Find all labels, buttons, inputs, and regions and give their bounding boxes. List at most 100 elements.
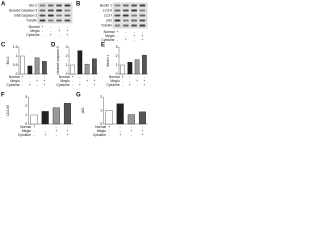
- condition-label: Normal: [9, 75, 20, 79]
- bar: [63, 103, 71, 125]
- condition-sign: -: [22, 79, 23, 83]
- bar: [138, 111, 146, 125]
- blot-band: [39, 4, 46, 7]
- condition-sign: +: [130, 129, 132, 133]
- y-tick-label: 1: [16, 54, 18, 58]
- y-tick-label: 2: [100, 95, 102, 99]
- condition-sign: +: [93, 83, 95, 87]
- condition-sign: -: [33, 133, 34, 137]
- bar: [20, 55, 25, 75]
- y-tick-label: 3: [66, 45, 68, 49]
- condition-sign: -: [42, 29, 43, 33]
- bar: [120, 64, 125, 75]
- condition-sign: +: [133, 34, 135, 38]
- blot-band: [114, 24, 121, 27]
- condition-sign: +: [22, 75, 24, 79]
- condition-sign: +: [141, 133, 143, 137]
- condition-sign: -: [79, 79, 80, 83]
- panel-letter: E: [101, 43, 105, 49]
- blot-band: [122, 4, 129, 7]
- condition-sign: -: [129, 79, 130, 83]
- condition-label: Normal: [29, 25, 40, 29]
- blot-label: total caspase-3: [14, 13, 37, 17]
- blot-band: [131, 14, 138, 17]
- blot-label: Beclin 1: [100, 3, 112, 7]
- condition-sign: -: [50, 25, 51, 29]
- condition-label: Cytokine: [93, 133, 106, 137]
- condition-sign: +: [36, 79, 38, 83]
- panel-letter: G: [76, 93, 81, 99]
- condition-sign: +: [43, 79, 45, 83]
- bar: [41, 111, 49, 125]
- condition-sign: +: [44, 133, 46, 137]
- condition-sign: +: [141, 34, 143, 38]
- blot-band: [114, 4, 121, 7]
- condition-sign: +: [108, 125, 110, 129]
- blot-band: [56, 4, 63, 7]
- condition-sign: -: [142, 30, 143, 34]
- condition-sign: +: [117, 30, 119, 34]
- blot-label: Tubulin: [26, 18, 37, 22]
- condition-sign: +: [66, 133, 68, 137]
- bar: [27, 65, 33, 75]
- blot-band: [139, 14, 146, 17]
- condition-sign: -: [120, 125, 121, 129]
- condition-sign: +: [58, 29, 60, 33]
- condition-sign: -: [59, 25, 60, 29]
- condition-label: Cytokine: [18, 133, 31, 137]
- condition-sign: +: [129, 83, 131, 87]
- blot-band: [56, 9, 63, 12]
- blot-band: [114, 9, 121, 12]
- condition-label: Meglu: [30, 29, 39, 33]
- condition-sign: -: [137, 83, 138, 87]
- blot-band: [47, 19, 54, 22]
- condition-sign: +: [72, 75, 74, 79]
- blot-band: [47, 4, 54, 7]
- condition-sign: -: [87, 83, 88, 87]
- page: A Bcl-2 cleaved caspase-3 total caspase-3 Tu…: [1, 1, 148, 137]
- blot-band: [56, 19, 63, 22]
- blot-label: cleaved caspase-3: [9, 8, 37, 12]
- y-axis-label: LC3-II/I: [6, 105, 10, 116]
- condition-sign: +: [143, 83, 145, 87]
- condition-label: Meglu: [22, 129, 31, 133]
- y-tick-label: 0: [16, 72, 18, 76]
- y-tick-label: 2: [66, 54, 68, 58]
- y-tick-label: 3: [116, 45, 118, 49]
- condition-sign: -: [37, 83, 38, 87]
- blot-band: [131, 24, 138, 27]
- condition-sign: -: [94, 75, 95, 79]
- bar: [127, 114, 135, 125]
- condition-sign: -: [45, 125, 46, 129]
- panel-letter: B: [76, 2, 81, 8]
- condition-sign: -: [137, 75, 138, 79]
- bar: [77, 50, 83, 75]
- y-axis-label: cleaved caspase-3: [56, 46, 60, 74]
- condition-sign: -: [29, 75, 30, 79]
- blot-band: [64, 4, 71, 7]
- condition-label: Cytokine: [101, 38, 114, 42]
- blot-band: [114, 14, 121, 17]
- blot-band: [47, 9, 54, 12]
- condition-label: Meglu: [10, 79, 19, 83]
- condition-label: Cytokine: [106, 83, 119, 87]
- condition-label: Meglu: [97, 129, 106, 133]
- y-tick-label: 0: [100, 122, 102, 126]
- condition-sign: -: [33, 129, 34, 133]
- bar: [70, 64, 75, 75]
- blot-label: Tubulin: [101, 23, 112, 27]
- panel-letter: F: [1, 93, 5, 99]
- condition-sign: -: [125, 34, 126, 38]
- condition-label: Normal: [59, 75, 70, 79]
- condition-label: Normal: [95, 125, 106, 129]
- y-tick-label: 1.5: [13, 45, 18, 49]
- condition-sign: -: [144, 75, 145, 79]
- condition-sign: -: [122, 83, 123, 87]
- condition-label: Normal: [109, 75, 120, 79]
- y-axis-label: Beclin 1: [106, 54, 110, 66]
- blot-band: [122, 19, 129, 22]
- condition-sign: +: [55, 129, 57, 133]
- bar: [92, 58, 97, 75]
- condition-sign: +: [66, 33, 68, 37]
- condition-sign: -: [134, 38, 135, 42]
